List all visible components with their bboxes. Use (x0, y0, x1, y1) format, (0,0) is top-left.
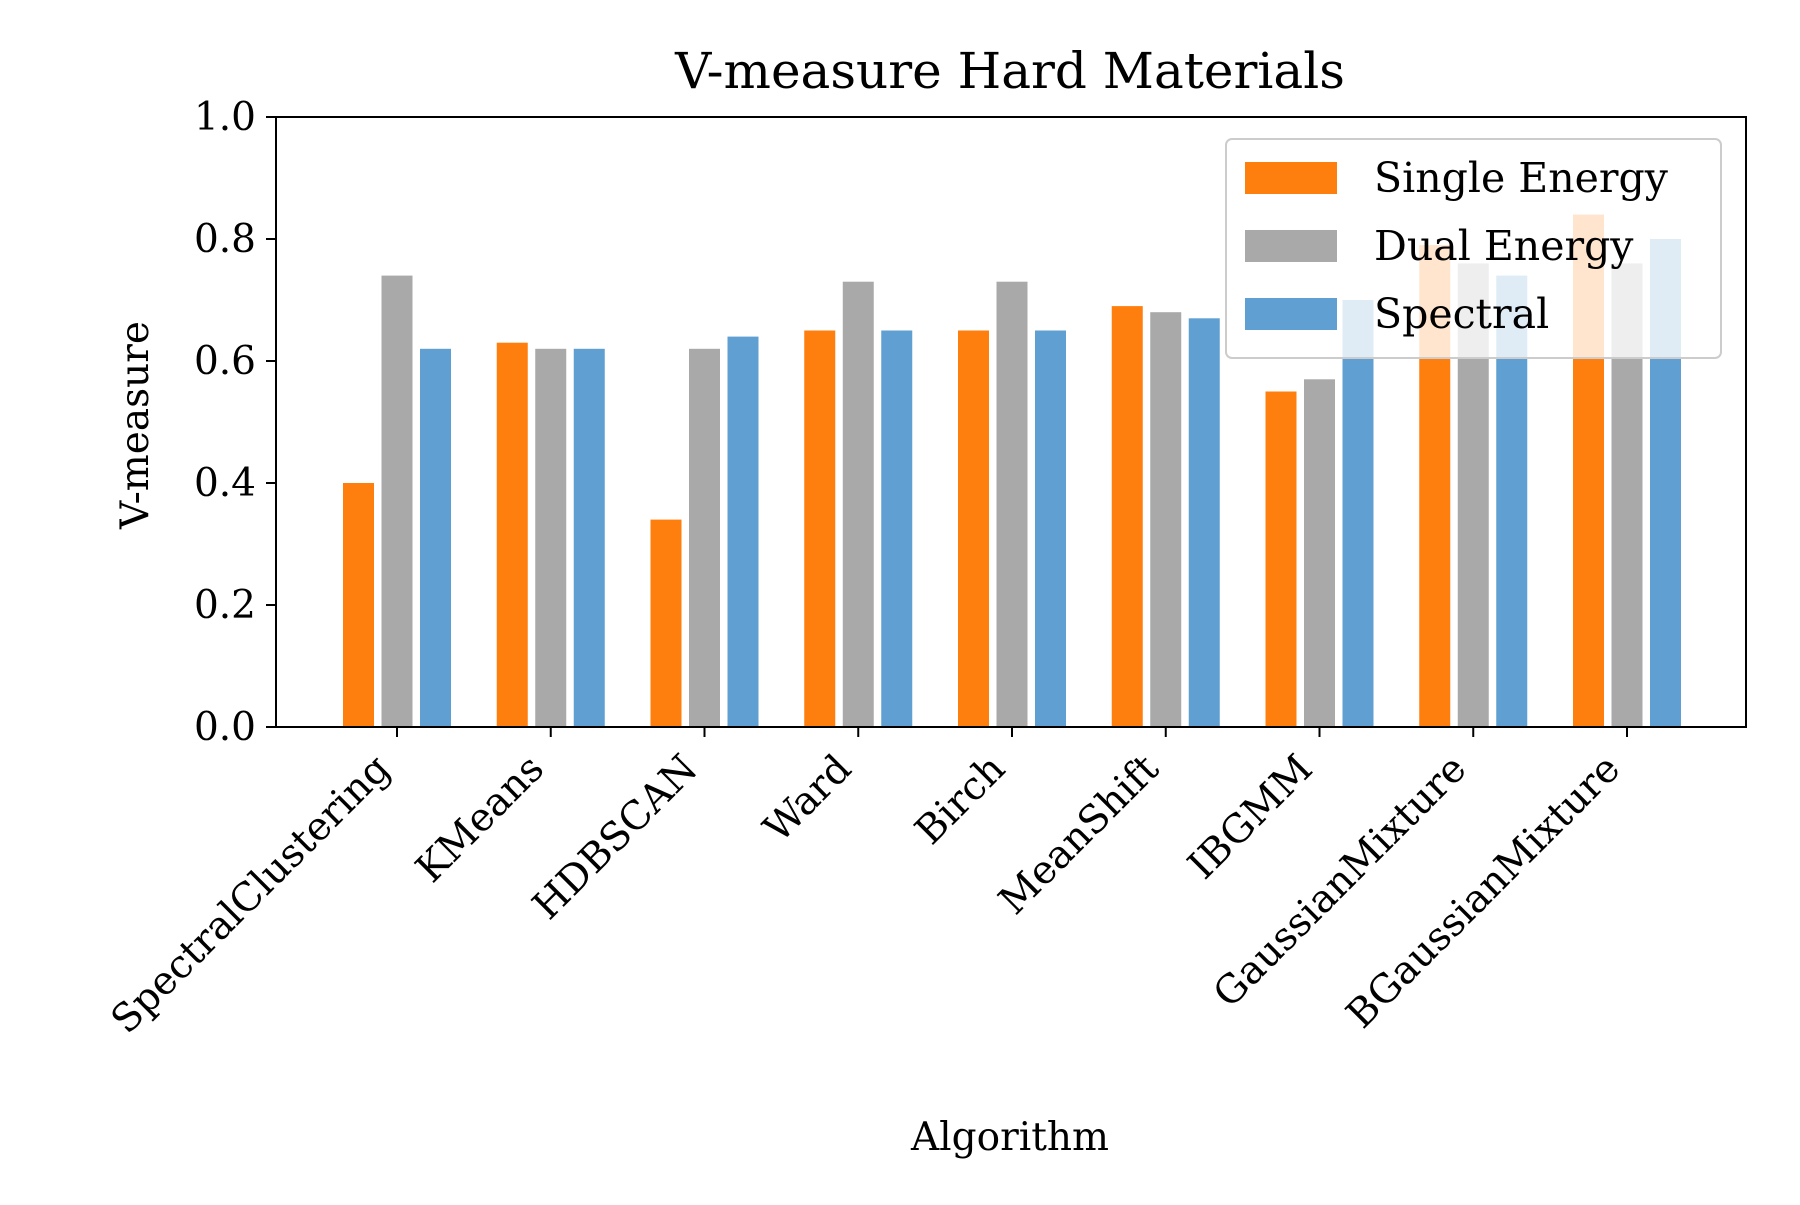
bar-spectral-hdbscan (727, 336, 759, 727)
x-tick-label: BGaussianMixture (1338, 746, 1629, 1037)
y-tick-label: 0.8 (194, 217, 256, 262)
x-tick-label: KMeans (407, 746, 552, 891)
bars-layer (343, 214, 1681, 728)
bar-dual-energy-meanshift (1150, 312, 1182, 727)
legend-label: Spectral (1374, 290, 1549, 338)
x-tick-label: IBGMM (1180, 746, 1322, 888)
x-tick-label: Birch (907, 746, 1014, 853)
x-tick-label: GaussianMixture (1205, 746, 1475, 1016)
bar-spectral-meanshift (1188, 318, 1220, 727)
legend-swatch (1245, 298, 1337, 330)
bar-single-energy-meanshift (1111, 306, 1143, 727)
bar-spectral-ibgmm (1342, 300, 1374, 727)
x-tick-label: SpectralClustering (103, 746, 399, 1042)
bar-single-energy-ibgmm (1265, 391, 1297, 727)
bar-dual-energy-kmeans (535, 348, 567, 727)
y-tick-label: 0.6 (194, 339, 256, 384)
x-tick-label: Ward (755, 746, 860, 851)
bar-dual-energy-spectralclustering (381, 275, 413, 727)
x-tick-label: HDBSCAN (524, 746, 706, 928)
bar-single-energy-ward (804, 330, 836, 727)
x-tick-label: MeanShift (990, 746, 1168, 924)
chart-title: V-measure Hard Materials (674, 42, 1345, 100)
y-axis-label: V-measure (113, 321, 158, 530)
x-axis-label: Algorithm (910, 1115, 1109, 1160)
bar-spectral-birch (1035, 330, 1066, 727)
bar-dual-energy-birch (996, 281, 1028, 727)
legend-box (1225, 138, 1722, 359)
y-tick-label: 1.0 (194, 95, 256, 140)
bar-single-energy-spectralclustering (343, 483, 374, 727)
bar-dual-energy-ward (842, 281, 874, 727)
bar-spectral-spectralclustering (420, 348, 451, 727)
legend-label: Single Energy (1374, 154, 1669, 202)
bar-single-energy-hdbscan (650, 519, 682, 727)
bar-dual-energy-hdbscan (689, 348, 720, 727)
bar-single-energy-kmeans (496, 342, 528, 727)
bar-spectral-kmeans (573, 348, 605, 727)
y-tick-label: 0.4 (194, 461, 256, 506)
bar-spectral-ward (881, 330, 913, 727)
bar-dual-energy-ibgmm (1304, 379, 1335, 727)
legend-label: Dual Energy (1374, 222, 1634, 270)
y-tick-label: 0.0 (194, 705, 256, 750)
legend: Single Energy Dual Energy Spectral (1225, 138, 1722, 359)
legend-swatch (1245, 162, 1337, 194)
bar-single-energy-birch (958, 330, 989, 727)
legend-swatch (1245, 230, 1337, 262)
y-tick-label: 0.2 (194, 583, 256, 628)
